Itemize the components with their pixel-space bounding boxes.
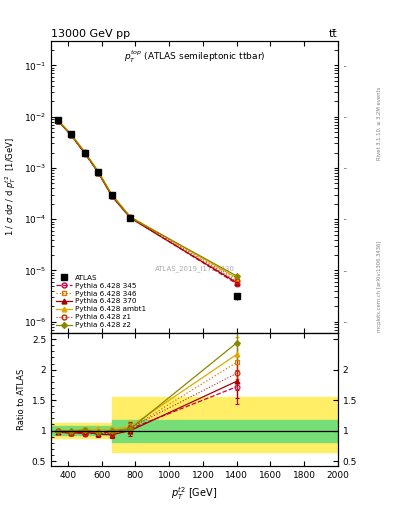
Text: tt̄: tt̄: [329, 29, 338, 39]
Text: Rivet 3.1.10, ≥ 3.2M events: Rivet 3.1.10, ≥ 3.2M events: [377, 86, 382, 160]
Text: ATLAS_2019_I1750330: ATLAS_2019_I1750330: [154, 265, 235, 272]
Text: mcplots.cern.ch [arXiv:1306.3436]: mcplots.cern.ch [arXiv:1306.3436]: [377, 241, 382, 332]
Y-axis label: Ratio to ATLAS: Ratio to ATLAS: [17, 369, 26, 430]
Y-axis label: 1 / $\sigma$ d$\sigma$ / d $p_T^{t2}$  [1/GeV]: 1 / $\sigma$ d$\sigma$ / d $p_T^{t2}$ [1…: [3, 138, 18, 237]
Legend: ATLAS, Pythia 6.428 345, Pythia 6.428 346, Pythia 6.428 370, Pythia 6.428 ambt1,: ATLAS, Pythia 6.428 345, Pythia 6.428 34…: [55, 273, 147, 330]
Text: $p_T^{top}$ (ATLAS semileptonic ttbar): $p_T^{top}$ (ATLAS semileptonic ttbar): [124, 48, 265, 65]
X-axis label: $p_T^{t2}$ [GeV]: $p_T^{t2}$ [GeV]: [171, 485, 218, 502]
Text: 13000 GeV pp: 13000 GeV pp: [51, 29, 130, 39]
